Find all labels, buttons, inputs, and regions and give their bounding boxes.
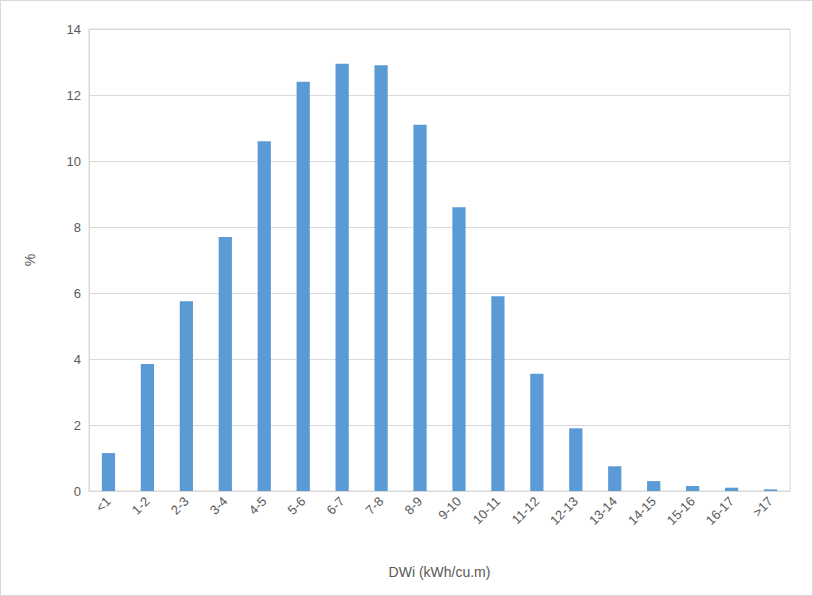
svg-text:14: 14 <box>67 22 81 37</box>
svg-text:11-12: 11-12 <box>509 494 542 527</box>
svg-text:%: % <box>22 254 38 266</box>
svg-text:5-6: 5-6 <box>285 494 309 518</box>
svg-text:4: 4 <box>74 352 81 367</box>
svg-text:>17: >17 <box>750 494 776 520</box>
svg-text:12-13: 12-13 <box>547 494 581 528</box>
svg-text:16-17: 16-17 <box>703 494 737 528</box>
svg-text:1-2: 1-2 <box>129 494 153 518</box>
svg-text:4-5: 4-5 <box>246 494 270 518</box>
svg-text:8-9: 8-9 <box>401 494 425 518</box>
svg-text:8: 8 <box>74 220 81 235</box>
svg-text:<1: <1 <box>93 494 114 515</box>
svg-text:7-8: 7-8 <box>362 494 386 518</box>
svg-text:14-15: 14-15 <box>625 494 659 528</box>
svg-text:6: 6 <box>74 286 81 301</box>
svg-text:6-7: 6-7 <box>324 494 348 518</box>
svg-text:2: 2 <box>74 418 81 433</box>
svg-text:DWi (kWh/cu.m): DWi (kWh/cu.m) <box>389 564 491 580</box>
svg-text:12: 12 <box>67 88 81 103</box>
svg-text:15-16: 15-16 <box>664 494 698 528</box>
svg-text:10: 10 <box>67 154 81 169</box>
svg-text:2-3: 2-3 <box>168 494 192 518</box>
svg-text:10-11: 10-11 <box>470 494 503 527</box>
svg-text:13-14: 13-14 <box>586 494 620 528</box>
svg-text:3-4: 3-4 <box>207 494 231 518</box>
svg-text:0: 0 <box>74 484 81 499</box>
svg-text:9-10: 9-10 <box>435 494 464 523</box>
